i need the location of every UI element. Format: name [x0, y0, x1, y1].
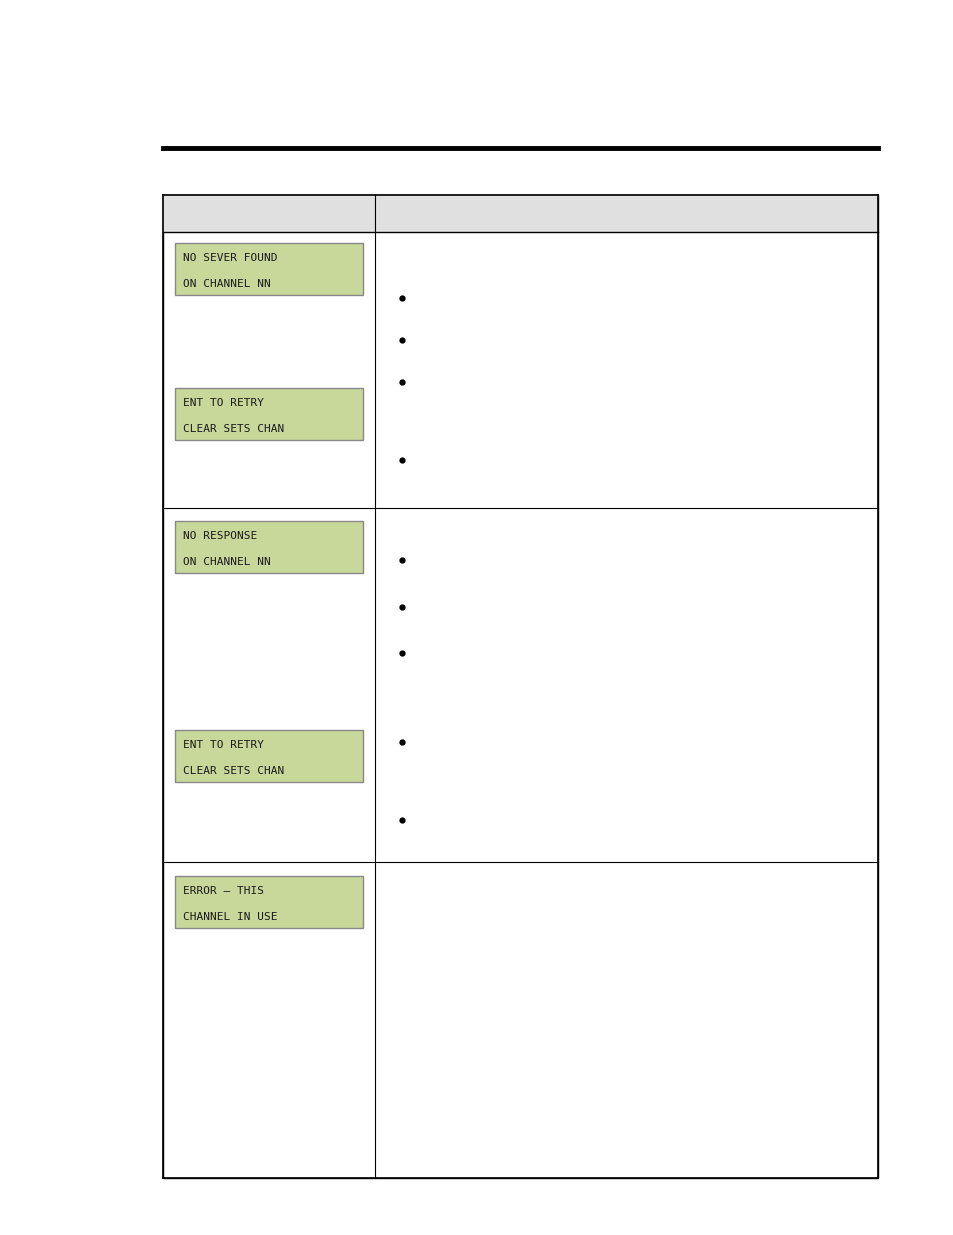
Bar: [174, 243, 363, 295]
Text: NO RESPONSE: NO RESPONSE: [182, 531, 256, 541]
Text: ON CHANNEL NN: ON CHANNEL NN: [182, 279, 270, 289]
Text: CLEAR SETS CHAN: CLEAR SETS CHAN: [182, 766, 284, 776]
Bar: [174, 730, 363, 782]
Text: CHANNEL IN USE: CHANNEL IN USE: [182, 911, 276, 923]
Bar: [163, 195, 877, 1178]
Bar: [163, 195, 877, 232]
Text: CLEAR SETS CHAN: CLEAR SETS CHAN: [182, 424, 284, 433]
Text: ON CHANNEL NN: ON CHANNEL NN: [182, 557, 270, 567]
Text: ENT TO RETRY: ENT TO RETRY: [182, 398, 263, 408]
Bar: [174, 521, 363, 573]
Bar: [174, 388, 363, 440]
Text: ERROR – THIS: ERROR – THIS: [182, 885, 263, 897]
Text: ENT TO RETRY: ENT TO RETRY: [182, 740, 263, 750]
Bar: [174, 876, 363, 927]
Text: NO SEVER FOUND: NO SEVER FOUND: [182, 253, 276, 263]
